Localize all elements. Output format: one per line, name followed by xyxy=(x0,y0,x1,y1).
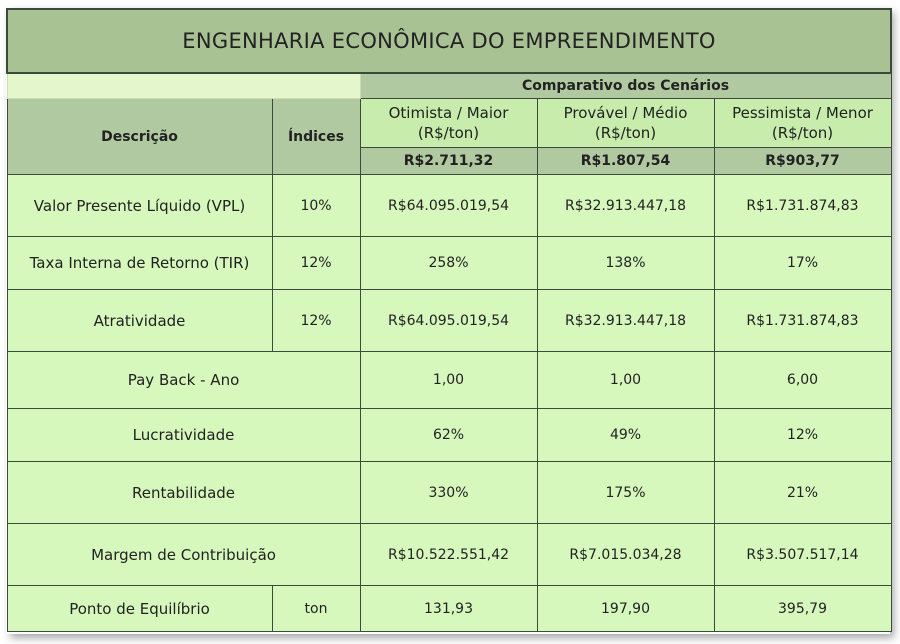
value-otimista: R$10.522.551,42 xyxy=(359,523,538,586)
value-pessimista: 17% xyxy=(713,236,892,290)
table-row: Taxa Interna de Retorno (TIR) 12% 258% 1… xyxy=(6,236,892,290)
value-pessimista: R$1.731.874,83 xyxy=(713,174,892,237)
scenario-name: Otimista / Maior xyxy=(388,104,509,122)
scenario-price-pessimista: R$903,77 xyxy=(713,147,892,175)
data-table: ENGENHARIA ECONÔMICA DO EMPREENDIMENTO C… xyxy=(5,8,893,632)
economic-engineering-table: ENGENHARIA ECONÔMICA DO EMPREENDIMENTO C… xyxy=(5,8,893,634)
value-pessimista: 12% xyxy=(713,408,892,462)
value-otimista: 62% xyxy=(359,408,538,462)
row-label: Taxa Interna de Retorno (TIR) xyxy=(6,236,273,290)
scenario-price-provavel: R$1.807,54 xyxy=(536,147,715,175)
indices-header: Índices xyxy=(271,98,361,175)
value-pessimista: 395,79 xyxy=(713,585,892,632)
value-pessimista: R$3.507.517,14 xyxy=(713,523,892,586)
scenario-unit: (R$/ton) xyxy=(417,124,480,142)
table-row: Valor Presente Líquido (VPL) 10% R$64.09… xyxy=(6,174,892,237)
value-provavel: R$7.015.034,28 xyxy=(536,523,715,586)
row-index: 12% xyxy=(271,289,361,352)
value-provavel: R$32.913.447,18 xyxy=(536,289,715,352)
value-pessimista: 21% xyxy=(713,461,892,524)
row-index: 10% xyxy=(271,174,361,237)
table-row: Lucratividade 62% 49% 12% xyxy=(6,408,892,462)
value-provavel: 49% xyxy=(536,408,715,462)
row-label: Margem de Contribuição xyxy=(6,523,361,586)
value-otimista: R$64.095.019,54 xyxy=(359,174,538,237)
table-row: Atratividade 12% R$64.095.019,54 R$32.91… xyxy=(6,289,892,352)
scenario-unit: (R$/ton) xyxy=(594,124,657,142)
table-row: Rentabilidade 330% 175% 21% xyxy=(6,461,892,524)
row-label: Valor Presente Líquido (VPL) xyxy=(6,174,273,237)
table-title: ENGENHARIA ECONÔMICA DO EMPREENDIMENTO xyxy=(5,8,893,74)
value-otimista: 330% xyxy=(359,461,538,524)
row-index: 12% xyxy=(271,236,361,290)
value-pessimista: 6,00 xyxy=(713,351,892,409)
row-label: Lucratividade xyxy=(6,408,361,462)
row-label: Pay Back - Ano xyxy=(6,351,361,409)
scenario-header-pessimista: Pessimista / Menor (R$/ton) xyxy=(713,98,892,148)
scenario-header-otimista: Otimista / Maior (R$/ton) xyxy=(359,98,538,148)
scenario-name: Pessimista / Menor xyxy=(732,104,873,122)
value-otimista: 131,93 xyxy=(359,585,538,632)
scenario-price-otimista: R$2.711,32 xyxy=(359,147,538,175)
table-row: Ponto de Equilíbrio ton 131,93 197,90 39… xyxy=(6,585,892,632)
comparativo-header: Comparativo dos Cenários xyxy=(359,72,892,99)
row-label: Rentabilidade xyxy=(6,461,361,524)
scenario-name: Provável / Médio xyxy=(563,104,688,122)
value-provavel: R$32.913.447,18 xyxy=(536,174,715,237)
table-row: Margem de Contribuição R$10.522.551,42 R… xyxy=(6,523,892,586)
table-row: Pay Back - Ano 1,00 1,00 6,00 xyxy=(6,351,892,409)
value-provavel: 175% xyxy=(536,461,715,524)
scenario-unit: (R$/ton) xyxy=(771,124,834,142)
value-otimista: 258% xyxy=(359,236,538,290)
value-otimista: 1,00 xyxy=(359,351,538,409)
descricao-header: Descrição xyxy=(6,98,273,175)
value-otimista: R$64.095.019,54 xyxy=(359,289,538,352)
value-provavel: 138% xyxy=(536,236,715,290)
value-pessimista: R$1.731.874,83 xyxy=(713,289,892,352)
value-provavel: 1,00 xyxy=(536,351,715,409)
row-label: Atratividade xyxy=(6,289,273,352)
value-provavel: 197,90 xyxy=(536,585,715,632)
row-index: ton xyxy=(271,585,361,632)
row-label: Ponto de Equilíbrio xyxy=(6,585,273,632)
blank-cell xyxy=(6,72,361,99)
scenario-header-provavel: Provável / Médio (R$/ton) xyxy=(536,98,715,148)
